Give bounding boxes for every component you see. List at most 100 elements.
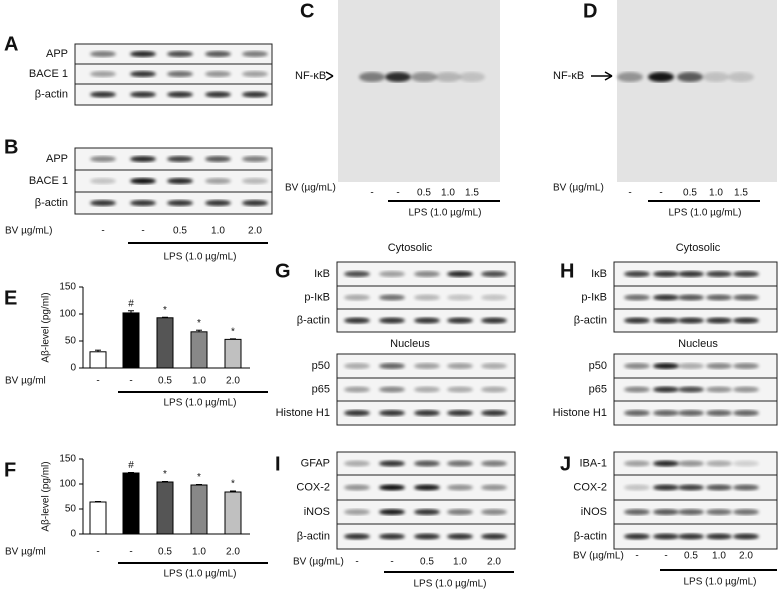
band <box>706 386 732 393</box>
dose-label: - <box>635 551 638 562</box>
band <box>414 410 440 416</box>
treatment-label: BV (µg/mL) <box>553 183 604 194</box>
bar <box>156 481 174 535</box>
x-axis-label: BV µg/ml <box>5 547 46 558</box>
band <box>706 294 732 301</box>
band <box>678 386 704 393</box>
band <box>130 200 156 206</box>
row-label: p50 <box>589 360 607 372</box>
dose-label: 1.0 <box>441 188 455 199</box>
band <box>653 533 679 540</box>
band <box>624 509 650 515</box>
band <box>678 509 704 515</box>
x-tick-label: 0.5 <box>158 376 172 387</box>
bar <box>224 338 242 369</box>
row-label: iNOS <box>581 506 607 518</box>
dose-label: - <box>664 551 667 562</box>
arrow-head <box>604 71 613 81</box>
x-tick-label: 2.0 <box>226 376 240 387</box>
bar <box>156 317 174 369</box>
x-tick-label: 0.5 <box>158 547 172 558</box>
band <box>653 410 679 416</box>
y-tick-label: 50 <box>65 504 77 515</box>
y-tick-label: 50 <box>65 336 77 347</box>
band <box>242 91 268 98</box>
row-label: Histone H1 <box>553 407 607 419</box>
band <box>447 484 473 491</box>
dose-label: 1.0 <box>211 226 225 237</box>
band <box>447 533 473 540</box>
band <box>447 386 473 393</box>
significance-mark: # <box>128 460 134 471</box>
band-label: NF-κB <box>553 70 584 82</box>
band <box>653 294 679 301</box>
x-axis-label: BV µg/ml <box>5 376 46 387</box>
panel-label: B <box>4 136 18 158</box>
band <box>344 533 370 540</box>
row-label: iNOS <box>304 506 330 518</box>
band <box>653 460 679 467</box>
band <box>733 460 759 467</box>
x-tick-label: - <box>129 376 132 387</box>
panel-label: G <box>275 260 291 282</box>
band <box>678 271 704 277</box>
band <box>167 91 193 98</box>
band <box>379 363 405 369</box>
band <box>379 509 405 515</box>
treatment-label: BV (µg/mL) <box>285 183 336 194</box>
panel-label: J <box>560 453 571 475</box>
band <box>733 317 759 324</box>
dose-label: - <box>628 188 631 199</box>
y-tick-label: 100 <box>59 479 76 490</box>
y-axis-label: Aβ-level (pg/ml) <box>41 461 52 531</box>
treatment-label: BV (µg/mL) <box>573 551 624 562</box>
dose-label: 2.0 <box>739 551 753 562</box>
band <box>344 363 370 369</box>
band <box>653 484 679 491</box>
band <box>130 71 156 77</box>
dose-label: 1.0 <box>709 188 723 199</box>
band <box>733 533 759 540</box>
group-label: LPS (1.0 µg/mL) <box>163 569 236 580</box>
band <box>242 200 268 206</box>
band <box>379 410 405 416</box>
significance-mark: * <box>197 318 201 329</box>
band <box>242 156 268 162</box>
dose-label: 0.5 <box>684 551 698 562</box>
dose-label: 2.0 <box>248 226 262 237</box>
band <box>379 386 405 393</box>
row-label: p-IκB <box>304 291 330 303</box>
row-label: β-actin <box>35 197 68 209</box>
band <box>678 460 704 467</box>
band <box>379 271 405 277</box>
band <box>344 386 370 393</box>
dose-label: - <box>396 188 399 199</box>
treatment-label: BV (µg/mL) <box>293 557 344 568</box>
blot-frame <box>338 0 500 182</box>
band <box>130 51 156 57</box>
band <box>414 460 440 467</box>
band <box>205 71 231 77</box>
bar <box>122 312 140 369</box>
band <box>411 72 437 82</box>
section-title: Nucleus <box>390 338 430 350</box>
band <box>90 200 116 206</box>
panel-label: A <box>4 33 18 55</box>
group-label: LPS (1.0 µg/mL) <box>668 208 741 219</box>
row-label: APP <box>46 48 68 60</box>
band <box>242 51 268 57</box>
band <box>678 484 704 491</box>
band <box>706 410 732 416</box>
band <box>653 271 679 277</box>
x-tick-label: 1.0 <box>192 547 206 558</box>
band <box>706 533 732 540</box>
band <box>242 71 268 77</box>
dose-label: - <box>101 226 104 237</box>
band <box>481 509 507 515</box>
bar <box>122 472 140 535</box>
band <box>242 178 268 184</box>
group-label: LPS (1.0 µg/mL) <box>413 579 486 590</box>
section-title: Cytosolic <box>388 242 433 254</box>
band <box>414 386 440 393</box>
